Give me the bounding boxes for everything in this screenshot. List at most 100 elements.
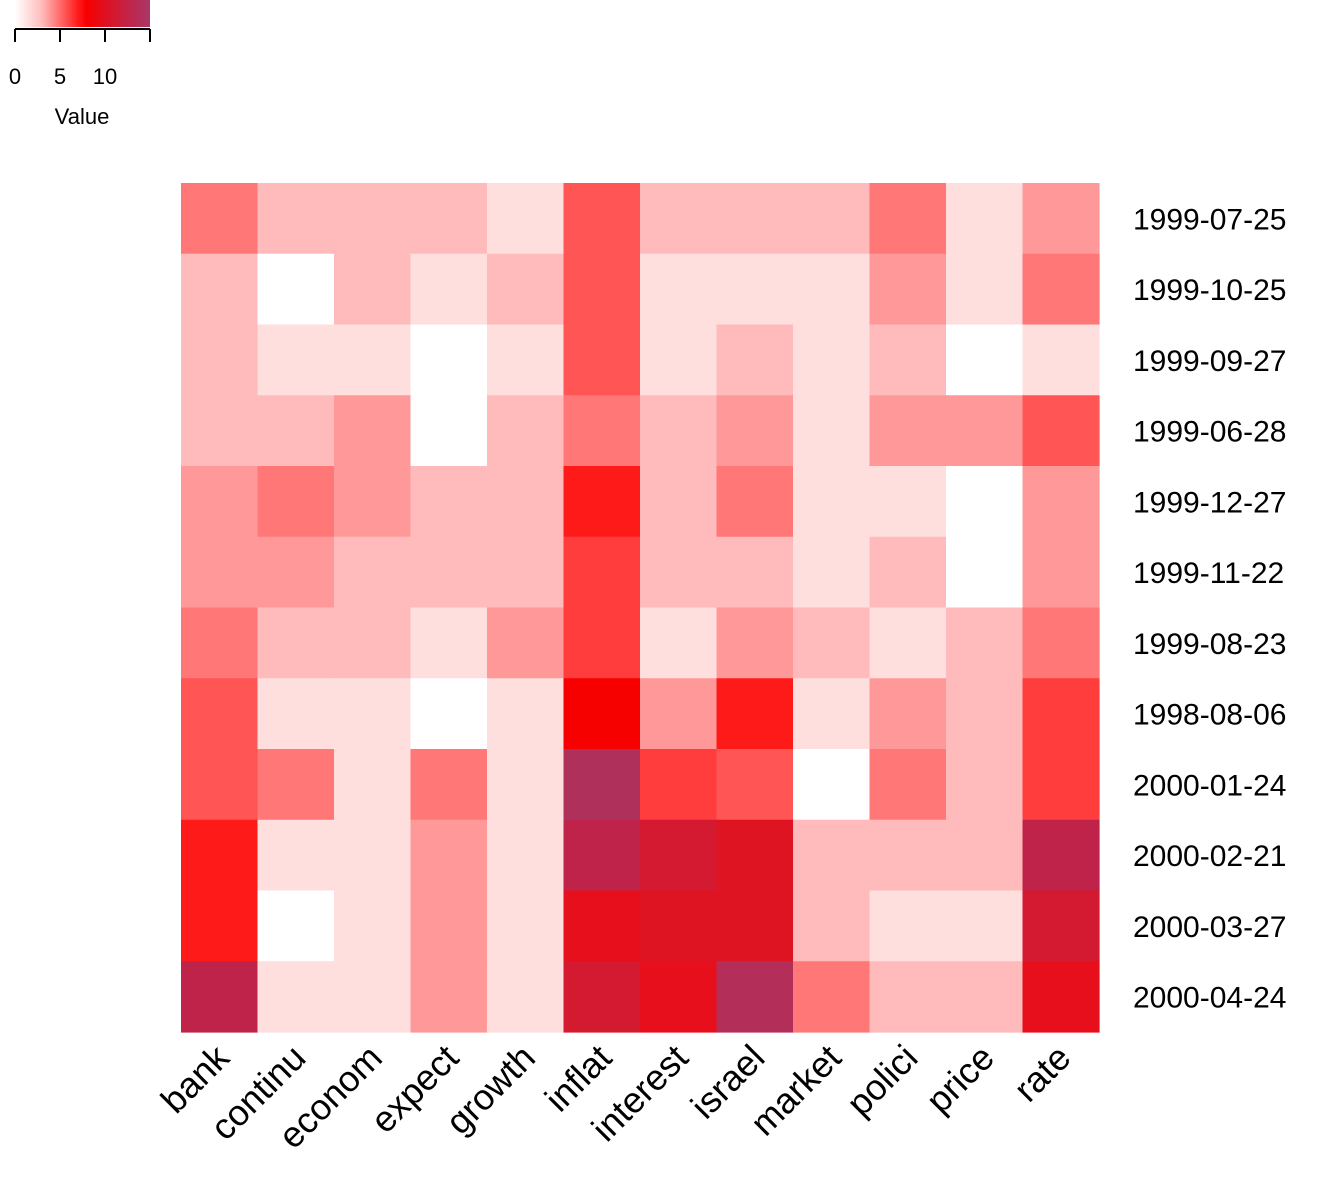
row-label: 1999-11-22 (1133, 557, 1284, 590)
heatmap-cell (257, 395, 335, 467)
heatmap-cell (869, 395, 947, 467)
heatmap-cell (334, 536, 412, 609)
heatmap-cell (334, 253, 412, 326)
heatmap-cell (410, 749, 488, 821)
heatmap-cell (181, 961, 259, 1033)
heatmap-cell (487, 324, 565, 396)
heatmap-cell (1022, 324, 1100, 396)
heatmap-cell (1022, 395, 1100, 467)
heatmap-cell (1022, 890, 1100, 962)
heatmap-cell (946, 961, 1024, 1033)
heatmap-cell (487, 961, 565, 1033)
heatmap-cell (257, 536, 335, 609)
legend-color-bar (15, 0, 150, 27)
heatmap-cell (716, 324, 794, 396)
heatmap-cell (181, 324, 259, 396)
heatmap-cell (1022, 183, 1100, 255)
heatmap-cell (793, 678, 871, 750)
column-label: growth (438, 1037, 543, 1142)
heatmap-cell (487, 890, 565, 962)
heatmap-cell (640, 890, 718, 962)
row-labels: 1999-07-25 1999-10-25 1999-09-27 1999-06-28… (1133, 203, 1286, 1014)
heatmap-cell (334, 678, 412, 750)
heatmap-cell (640, 678, 718, 750)
heatmap-cell (946, 466, 1024, 538)
heatmap-cell (869, 749, 947, 821)
heatmap-cell (1022, 749, 1100, 821)
heatmap-cell (1022, 536, 1100, 609)
heatmap-cell (563, 749, 641, 821)
heatmap-cell (410, 183, 488, 255)
heatmap-cell (257, 819, 335, 892)
heatmap-cell (410, 890, 488, 962)
heatmap-cell (181, 678, 259, 750)
heatmap-cell (946, 890, 1024, 962)
heatmap-cell (334, 395, 412, 467)
heatmap-cell (716, 678, 794, 750)
heatmap-cell (640, 607, 718, 679)
heatmap-cell (410, 253, 488, 326)
heatmap-cell (946, 324, 1024, 396)
heatmap-cell (946, 183, 1024, 255)
heatmap-cell (1022, 607, 1100, 679)
heatmap-cell (793, 536, 871, 609)
heatmap-cell (181, 395, 259, 467)
heatmap-cell (716, 253, 794, 326)
heatmap-cell (563, 466, 641, 538)
heatmap-cell (946, 536, 1024, 609)
heatmap-cell (334, 819, 412, 892)
heatmap-cell (257, 183, 335, 255)
column-label: rate (1006, 1037, 1079, 1110)
heatmap-cell (716, 466, 794, 538)
row-label: 2000-01-24 (1133, 769, 1286, 802)
heatmap-cell (946, 253, 1024, 326)
heatmap-cell (563, 324, 641, 396)
heatmap-cell (181, 607, 259, 679)
heatmap-cell (563, 890, 641, 962)
heatmap-cell (793, 890, 871, 962)
heatmap-cell (716, 890, 794, 962)
heatmap-cell (563, 819, 641, 892)
heatmap-cell (640, 253, 718, 326)
heatmap-cell (869, 253, 947, 326)
heatmap-cell (257, 890, 335, 962)
heatmap-cell (181, 253, 259, 326)
heatmap-cell (793, 395, 871, 467)
heatmap-cell (410, 607, 488, 679)
heatmap-cell (1022, 961, 1100, 1033)
heatmap-cell (334, 749, 412, 821)
row-label: 2000-02-21 (1133, 840, 1286, 873)
heatmap-cell (869, 183, 947, 255)
heatmap-cell (563, 253, 641, 326)
heatmap-cell (257, 678, 335, 750)
row-label: 1998-08-06 (1133, 699, 1286, 732)
heatmap-cell (716, 749, 794, 821)
heatmap-cell (563, 536, 641, 609)
heatmap-cell (563, 183, 641, 255)
heatmap-cell (793, 183, 871, 255)
heatmap-cell (257, 607, 335, 679)
heatmap-cell (869, 890, 947, 962)
heatmap-cell (410, 678, 488, 750)
heatmap-cell (716, 536, 794, 609)
heatmap-cell (1022, 678, 1100, 750)
heatmap-cell (410, 536, 488, 609)
heatmap-cell (410, 395, 488, 467)
heatmap-cell (181, 536, 259, 609)
color-legend: 0 5 10 Value (9, 0, 151, 129)
heatmap-cell (869, 466, 947, 538)
heatmap-cell (640, 749, 718, 821)
heatmap-cell (716, 607, 794, 679)
heatmap-cell (946, 607, 1024, 679)
heatmap-cell (410, 819, 488, 892)
heatmap-cell (640, 395, 718, 467)
heatmap-cell (793, 819, 871, 892)
heatmap-cell (640, 536, 718, 609)
heatmap-cell (563, 607, 641, 679)
row-label: 1999-12-27 (1133, 486, 1286, 519)
row-label: 2000-03-27 (1133, 911, 1286, 944)
heatmap-cell (716, 183, 794, 255)
row-label: 1999-10-25 (1133, 274, 1286, 307)
heatmap-cell (793, 324, 871, 396)
